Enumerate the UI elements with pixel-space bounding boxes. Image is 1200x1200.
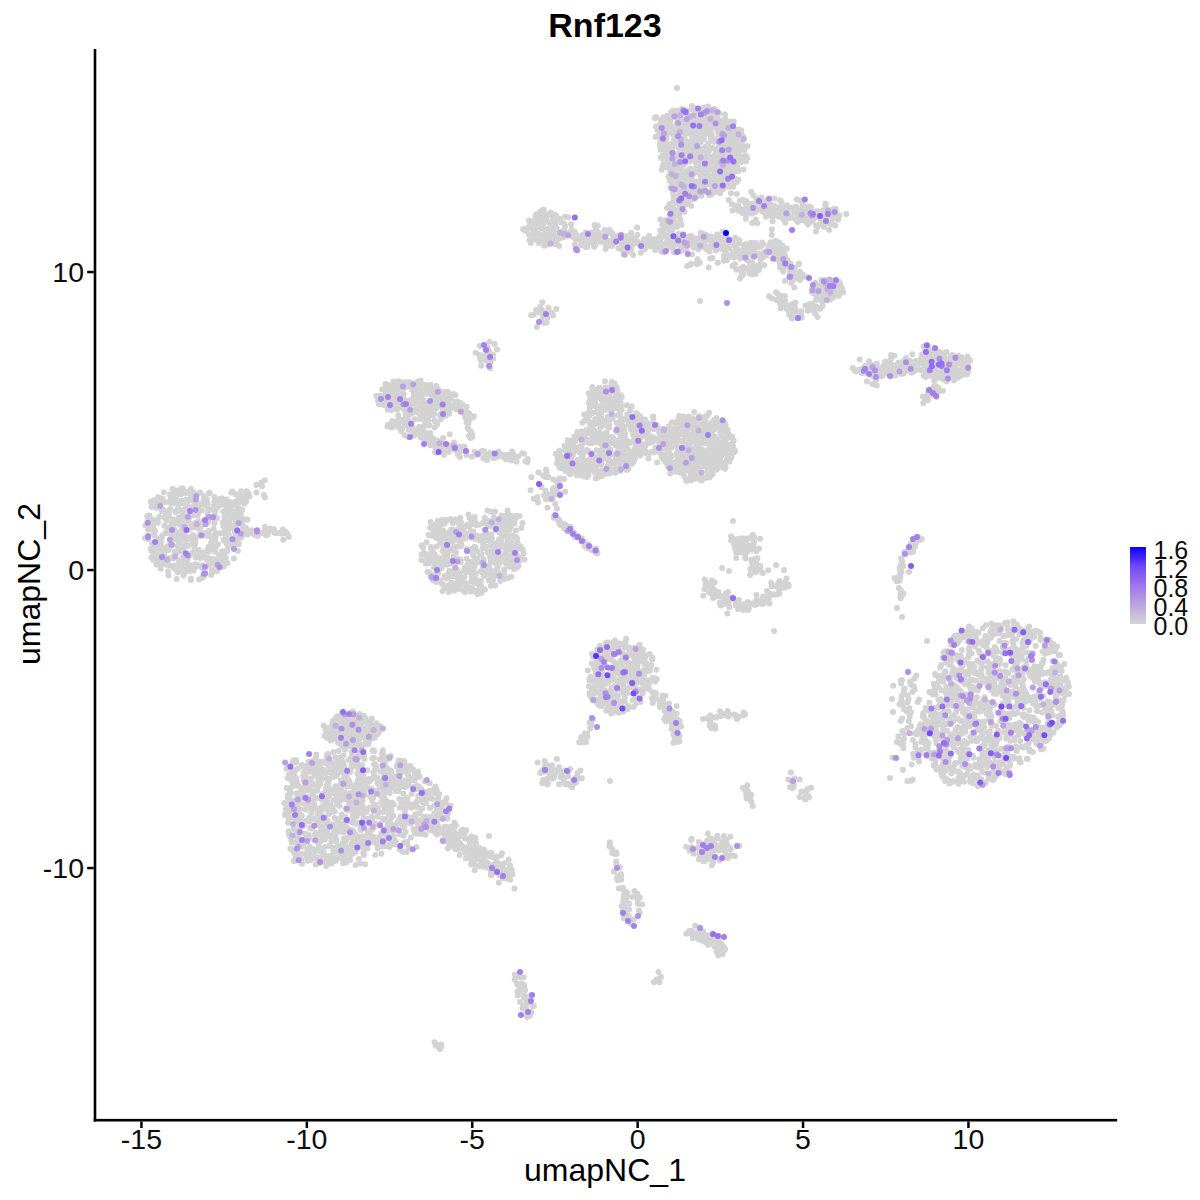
svg-text:-5: -5 bbox=[460, 1123, 485, 1155]
svg-text:10: 10 bbox=[953, 1123, 985, 1155]
svg-text:0: 0 bbox=[630, 1123, 646, 1155]
svg-text:0: 0 bbox=[68, 554, 84, 586]
svg-text:5: 5 bbox=[795, 1123, 811, 1155]
svg-text:-15: -15 bbox=[121, 1123, 162, 1155]
svg-text:umapNC_2: umapNC_2 bbox=[11, 503, 47, 665]
svg-text:-10: -10 bbox=[286, 1123, 327, 1155]
svg-text:umapNC_1: umapNC_1 bbox=[524, 1152, 686, 1188]
svg-text:Rnf123: Rnf123 bbox=[548, 6, 661, 44]
svg-text:-10: -10 bbox=[43, 852, 84, 884]
svg-text:10: 10 bbox=[52, 256, 84, 288]
svg-text:0.0: 0.0 bbox=[1154, 612, 1189, 640]
